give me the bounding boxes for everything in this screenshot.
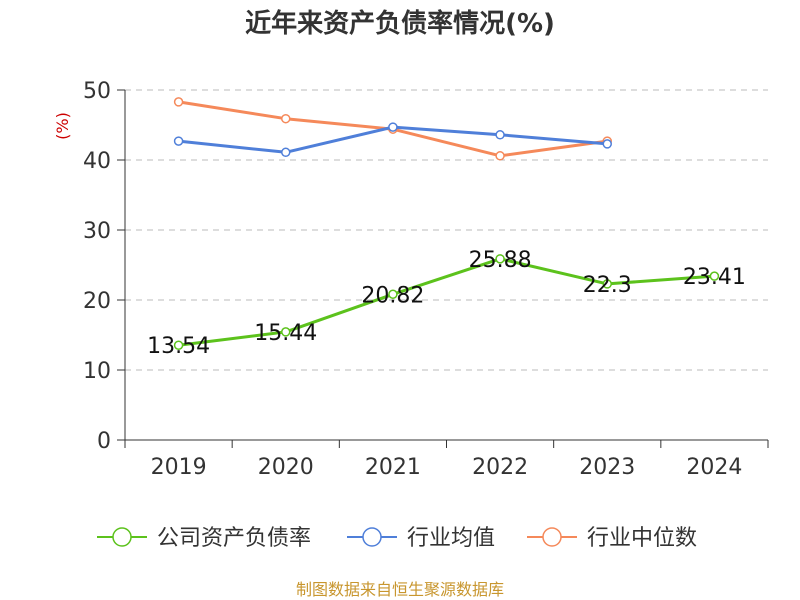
data-point xyxy=(709,271,720,281)
data-point xyxy=(495,130,505,140)
series-1 xyxy=(173,122,612,158)
y-tick-label: 30 xyxy=(83,219,111,244)
legend-item: 行业中位数 xyxy=(527,526,697,551)
legend-label: 公司资产负债率 xyxy=(157,526,311,551)
data-point xyxy=(602,279,612,289)
y-axis-label: (%) xyxy=(53,112,72,140)
legend-marker xyxy=(542,527,562,547)
grid-lines xyxy=(125,89,768,371)
legend-label: 行业均值 xyxy=(407,526,495,551)
axes: 0 10 20 30 40 50 2019 2020 2021 2022 2023 2024 xyxy=(83,79,769,480)
data-point xyxy=(495,151,505,161)
y-tick-label: 0 xyxy=(97,429,111,454)
x-tick-label: 2019 xyxy=(151,455,207,480)
data-point xyxy=(281,147,291,158)
y-tick-label: 40 xyxy=(83,149,111,174)
legend-item: 公司资产负债率 xyxy=(97,526,311,551)
data-point xyxy=(281,113,291,124)
data-point xyxy=(495,254,505,264)
y-tick-label: 10 xyxy=(83,359,111,384)
legend-marker xyxy=(362,527,382,547)
data-label: 22.3 xyxy=(583,273,632,298)
data-label: 25.88 xyxy=(469,248,532,273)
legend-item: 行业均值 xyxy=(347,526,495,551)
legend-label: 行业中位数 xyxy=(587,526,697,551)
data-label: 23.41 xyxy=(683,265,746,290)
data-point xyxy=(602,139,612,149)
y-tick-label: 20 xyxy=(83,289,111,314)
data-label: 13.54 xyxy=(147,334,210,359)
data-label: 15.44 xyxy=(254,321,317,346)
x-tick-label: 2023 xyxy=(579,455,635,480)
data-point xyxy=(388,122,398,132)
legend-marker xyxy=(112,527,132,547)
data-point xyxy=(173,136,184,146)
data-label: 20.82 xyxy=(361,283,424,308)
data-point xyxy=(281,327,291,337)
series-0: 13.54 15.44 20.82 25.88 22.3 23.41 xyxy=(147,248,746,359)
series-line xyxy=(178,257,715,347)
x-tick-label: 2022 xyxy=(472,455,528,480)
data-point xyxy=(173,97,184,107)
series-layer: 13.54 15.44 20.82 25.88 22.3 23.41 xyxy=(147,97,746,359)
x-tick-label: 2021 xyxy=(365,455,421,480)
source-note: 制图数据来自恒生聚源数据库 xyxy=(296,580,504,599)
data-point xyxy=(173,340,184,350)
chart-title: 近年来资产负债率情况(%) xyxy=(245,8,555,39)
y-tick-label: 50 xyxy=(83,79,111,104)
x-tick-label: 2020 xyxy=(258,455,314,480)
data-point xyxy=(388,289,398,300)
x-tick-label: 2024 xyxy=(686,455,742,480)
legend: 公司资产负债率 行业均值 行业中位数 xyxy=(97,526,697,551)
